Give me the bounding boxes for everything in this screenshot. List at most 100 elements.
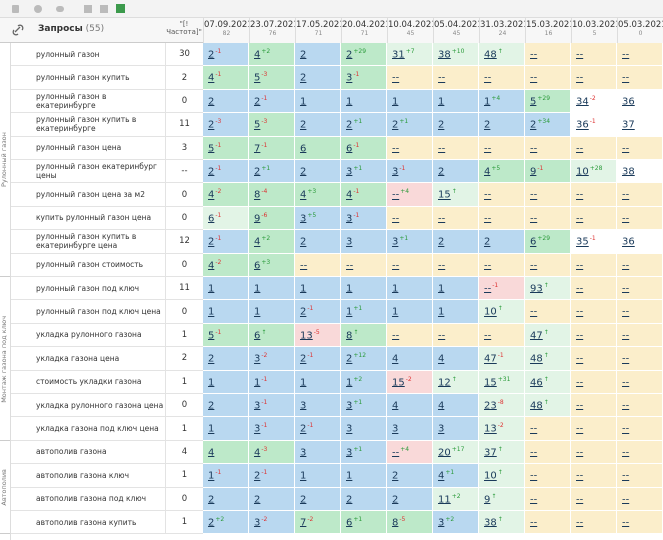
rank-cell: 2+12 bbox=[341, 347, 387, 371]
rank-value: 6 bbox=[254, 330, 261, 342]
rank-cell: 3+1 bbox=[387, 230, 433, 254]
rank-value: 1 bbox=[208, 376, 215, 388]
rank-value: 3 bbox=[346, 423, 353, 435]
rank-cell: 15-2 bbox=[387, 370, 433, 394]
rank-cell: 2-1 bbox=[295, 300, 341, 324]
rank-value: 1 bbox=[254, 306, 261, 318]
rank-value: 2 bbox=[484, 236, 491, 248]
rank-cell: 4+5 bbox=[479, 160, 525, 184]
rank-cell: 2 bbox=[295, 230, 341, 254]
rank-value: 4 bbox=[438, 470, 445, 482]
rank-delta: ↑ bbox=[497, 445, 503, 453]
rank-value: 3 bbox=[254, 353, 261, 365]
rank-delta: ↑ bbox=[491, 492, 497, 500]
rank-delta: -1 bbox=[261, 469, 268, 477]
frequency: 12 bbox=[165, 230, 203, 254]
group-divider bbox=[0, 276, 10, 277]
rank-delta: -1 bbox=[537, 165, 544, 172]
rank-value: 36 bbox=[622, 236, 635, 248]
rank-cell: 6+29 bbox=[525, 230, 571, 254]
rank-value: 2 bbox=[346, 353, 353, 365]
date-label: 20.04.2021 bbox=[342, 20, 391, 30]
date-count: 16 bbox=[544, 30, 553, 37]
rank-cell: 2 bbox=[433, 113, 479, 137]
rank-value: 3 bbox=[438, 423, 445, 435]
rank-cell: -- bbox=[479, 136, 525, 160]
rank-cell: 4 bbox=[387, 347, 433, 371]
rank-value: -- bbox=[576, 353, 584, 365]
rank-cell: 2-3 bbox=[203, 113, 249, 137]
rank-cell: 48↑ bbox=[525, 394, 571, 418]
rank-cell: -- bbox=[295, 253, 341, 277]
rank-value: 1 bbox=[438, 96, 445, 108]
rank-delta: +3 bbox=[261, 258, 271, 266]
rank-cell: 5-3 bbox=[249, 66, 295, 90]
frequency: 0 bbox=[165, 394, 203, 418]
rank-cell: 3 bbox=[433, 417, 479, 441]
rank-value: 5 bbox=[208, 142, 215, 154]
rank-value: 38 bbox=[484, 517, 497, 529]
rank-cell: 2+29 bbox=[341, 43, 387, 67]
rank-cell: -- bbox=[433, 136, 479, 160]
rank-cell: 8-4 bbox=[249, 183, 295, 207]
rank-value: -- bbox=[576, 447, 584, 459]
rank-delta: +4 bbox=[400, 445, 410, 453]
rank-cell: 11+2 bbox=[433, 487, 479, 511]
rank-cell: 2-1 bbox=[203, 160, 249, 184]
rank-cell: -- bbox=[571, 253, 617, 277]
rank-cell: -- bbox=[617, 206, 663, 231]
date-header: 05.04.2021 45 bbox=[433, 18, 483, 43]
date-header: 15.03.2021 16 bbox=[525, 18, 575, 43]
rank-value: 2 bbox=[254, 470, 261, 482]
rank-cell: 6+1 bbox=[341, 511, 387, 535]
rank-cell: 2 bbox=[479, 113, 525, 137]
rank-value: 7 bbox=[300, 517, 307, 529]
rank-cell: -- bbox=[525, 206, 571, 231]
rank-delta: +1 bbox=[399, 118, 409, 126]
rank-cell: -- bbox=[479, 183, 525, 207]
rank-value: 1 bbox=[300, 470, 307, 482]
rank-cell: -- bbox=[571, 66, 617, 90]
rank-value: 3 bbox=[346, 166, 353, 178]
rank-delta: -1 bbox=[353, 188, 360, 196]
rank-cell: 2+1 bbox=[249, 160, 295, 184]
rank-value: 6 bbox=[300, 142, 307, 154]
rank-cell: -- bbox=[525, 253, 571, 277]
rank-cell: -- bbox=[617, 464, 663, 488]
rank-cell: 37 bbox=[617, 113, 663, 137]
rank-cell: -- bbox=[525, 487, 571, 511]
rank-value: -- bbox=[484, 189, 492, 201]
rank-cell: 2 bbox=[479, 230, 525, 254]
rank-value: 4 bbox=[438, 353, 445, 365]
rank-delta: +2 bbox=[451, 492, 461, 500]
date-label: 23.07.2021 bbox=[250, 20, 299, 30]
rank-value: -- bbox=[484, 213, 492, 225]
query-header: Запросы (55) bbox=[38, 24, 105, 34]
rank-value: 31 bbox=[392, 49, 405, 61]
rank-value: 2 bbox=[208, 96, 215, 108]
rank-delta: ↑ bbox=[451, 375, 457, 383]
rank-value: -- bbox=[346, 259, 354, 271]
rank-value: 1 bbox=[208, 423, 215, 435]
rank-cell: 6↑ bbox=[249, 323, 295, 348]
rank-cell: 1 bbox=[203, 277, 249, 301]
rank-value: 48 bbox=[530, 400, 543, 412]
rank-value: 35 bbox=[576, 236, 589, 248]
query: рулонный газон купить в екатеринбурге bbox=[28, 113, 165, 137]
rank-value: -- bbox=[622, 376, 630, 388]
query: рулонный газон bbox=[28, 43, 165, 67]
rank-delta: -2 bbox=[307, 516, 314, 523]
rank-value: 6 bbox=[208, 213, 215, 225]
rank-value: 4 bbox=[208, 259, 215, 271]
rank-cell: 1 bbox=[249, 277, 295, 301]
date-header: 20.04.2021 71 bbox=[341, 18, 391, 43]
rank-cell: -- bbox=[571, 487, 617, 511]
rank-cell: -- bbox=[525, 136, 571, 160]
rank-cell: 2 bbox=[295, 66, 341, 90]
frequency: 11 bbox=[165, 113, 203, 137]
frequency: 0 bbox=[165, 206, 203, 231]
rank-cell: 36-1 bbox=[571, 113, 617, 137]
rank-delta: -4 bbox=[261, 188, 268, 196]
rank-delta: -2 bbox=[215, 188, 222, 196]
query: рулонный газон в екатеринбурге bbox=[28, 90, 165, 114]
